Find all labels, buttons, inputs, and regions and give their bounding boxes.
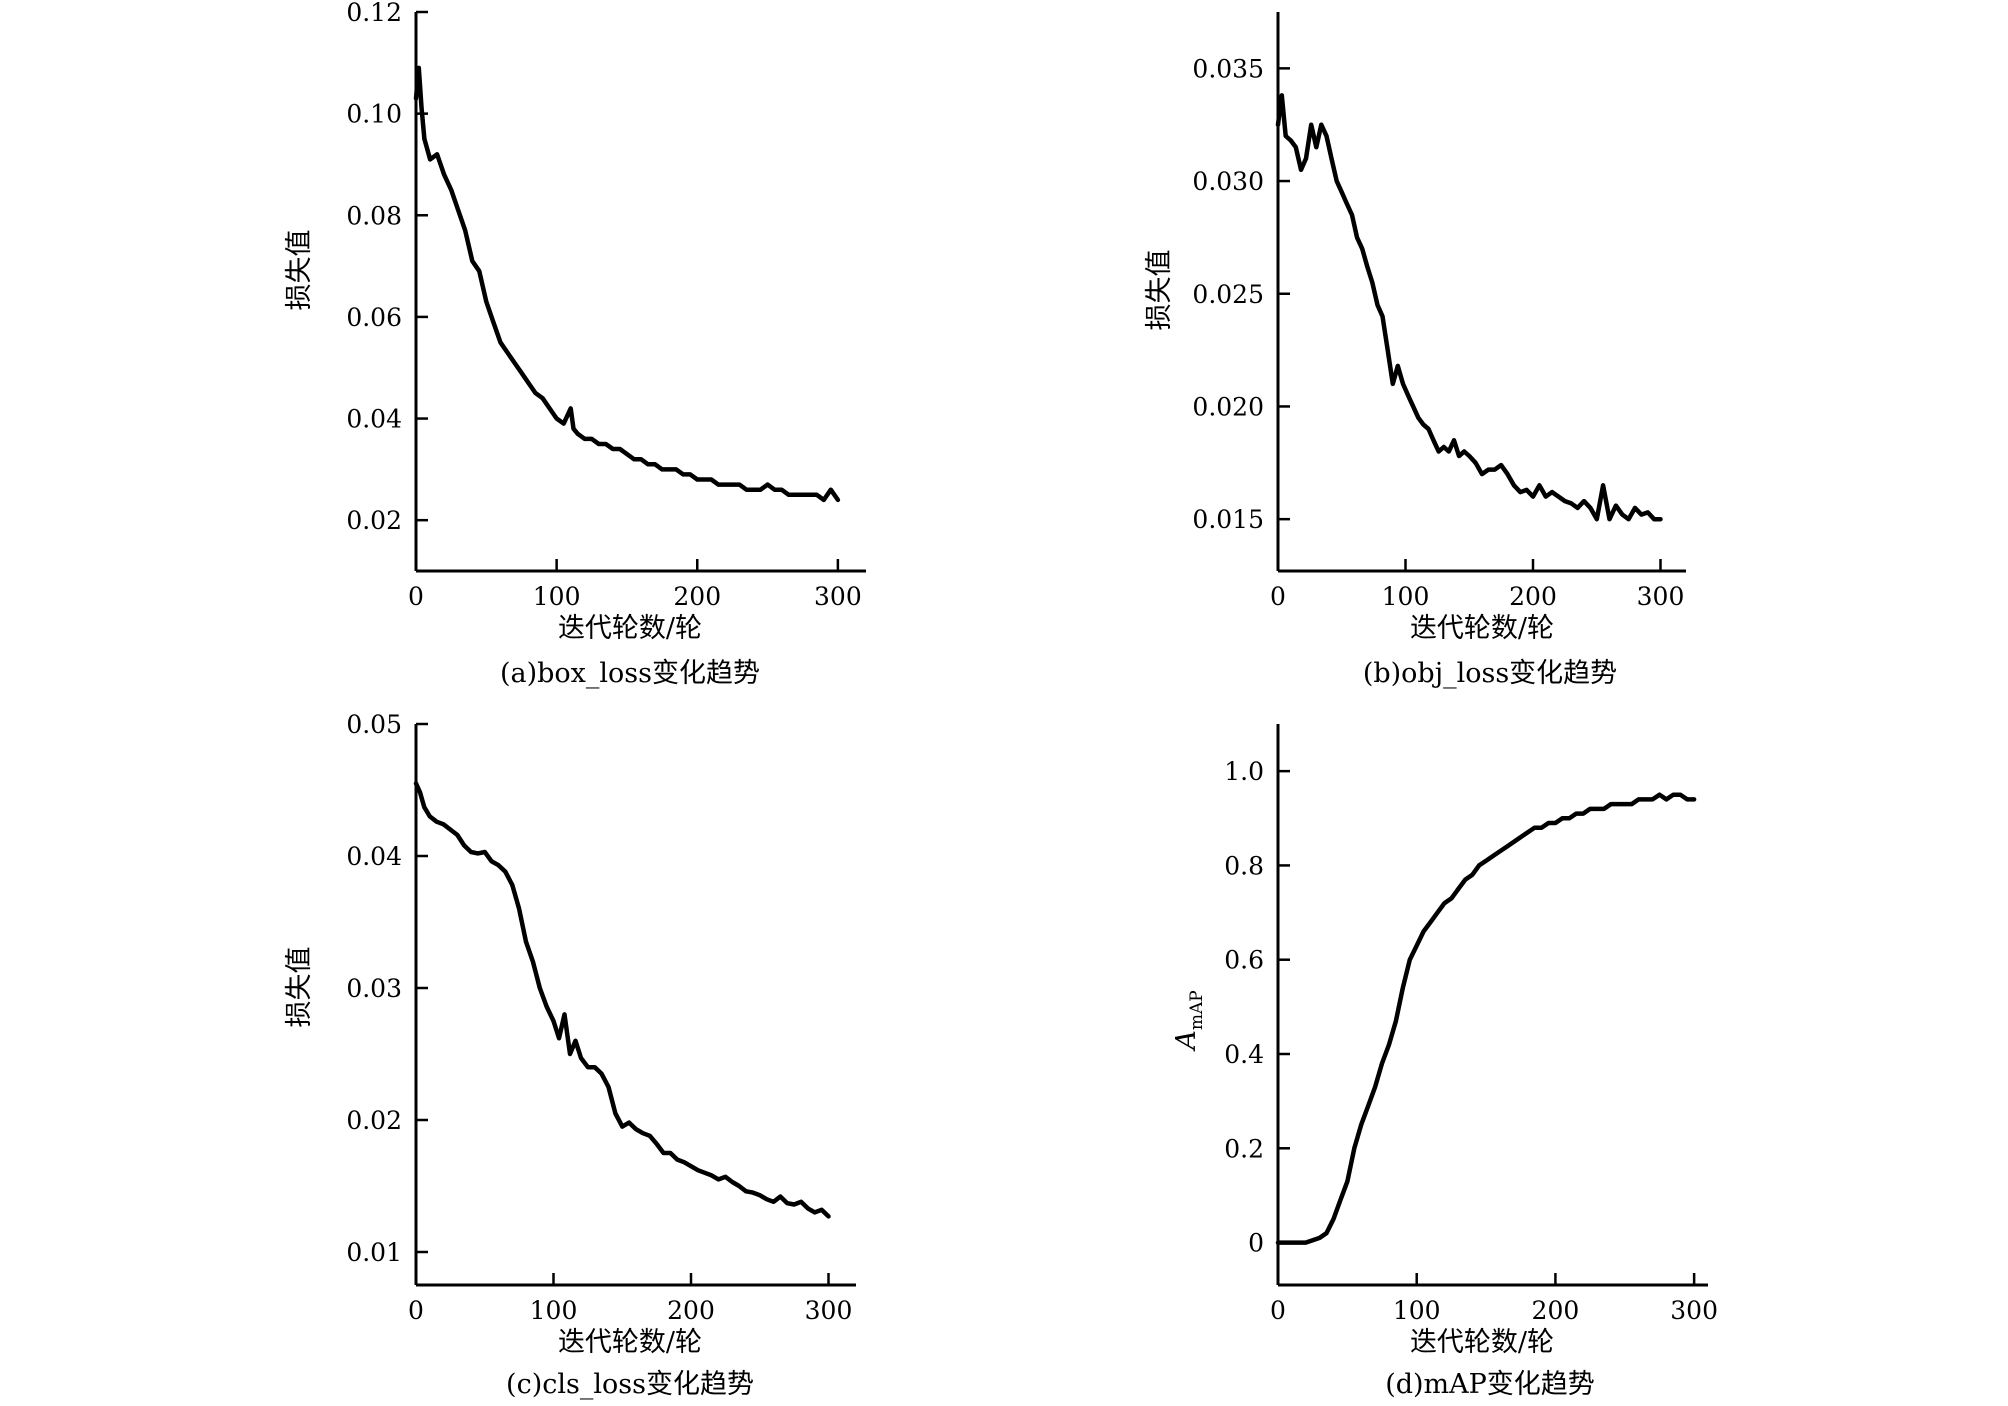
- x-tick-label: 100: [1393, 1296, 1441, 1325]
- y-tick-label: 0.030: [1192, 167, 1264, 196]
- y-tick-label: 0.025: [1192, 280, 1264, 309]
- y-axis-title: 损失值: [1144, 250, 1175, 331]
- x-tick-label: 0: [1270, 1296, 1286, 1325]
- x-tick-label: 200: [667, 1296, 715, 1325]
- chart-panel-3: 0 0.2 0.4 0.6 0.8 1.0 0 100 200 300 迭代轮数/轮 AmAP (d)m…: [1171, 724, 1718, 1400]
- x-tick-label: 300: [805, 1296, 853, 1325]
- y-axis-title: 损失值: [284, 947, 315, 1028]
- series-line: [413, 781, 831, 1219]
- x-tick-label: 0: [1270, 582, 1286, 611]
- x-tick-label: 100: [533, 582, 581, 611]
- x-tick-label: 0: [408, 582, 424, 611]
- y-tick-label: 0.6: [1224, 946, 1264, 975]
- y-tick-label: 0.06: [346, 303, 402, 332]
- x-tick-label: 300: [1670, 1296, 1718, 1325]
- x-tick-label: 300: [814, 582, 862, 611]
- chart-caption: (b)obj_loss变化趋势: [1363, 658, 1617, 689]
- y-tick-label: 0.02: [346, 1106, 402, 1135]
- y-tick-label: 0.01: [346, 1238, 402, 1267]
- x-tick-label: 200: [1532, 1296, 1580, 1325]
- y-tick-label: 1.0: [1224, 757, 1264, 786]
- y-tick-label: 0: [1248, 1229, 1264, 1258]
- x-axis-title: 迭代轮数/轮: [558, 613, 702, 644]
- y-tick-label: 0.020: [1192, 392, 1264, 421]
- y-tick-label: 0.05: [346, 710, 402, 739]
- y-tick-label: 0.4: [1224, 1040, 1264, 1069]
- x-tick-label: 300: [1637, 582, 1685, 611]
- chart-caption: (c)cls_loss变化趋势: [506, 1369, 754, 1400]
- x-axis-title: 迭代轮数/轮: [1410, 1327, 1554, 1358]
- y-tick-label: 0.015: [1192, 505, 1264, 534]
- chart-panel-1: 0.015 0.020 0.025 0.030 0.035 0 100 200 300 迭代轮数/…: [1144, 12, 1686, 689]
- x-tick-label: 200: [673, 582, 721, 611]
- y-tick-label: 0.12: [346, 0, 402, 27]
- y-tick-label: 0.03: [346, 974, 402, 1003]
- y-tick-label: 0.08: [346, 201, 402, 230]
- y-tick-label: 0.04: [346, 842, 402, 871]
- y-tick-label: 0.02: [346, 506, 402, 535]
- x-tick-label: 200: [1509, 582, 1557, 611]
- x-tick-label: 0: [408, 1296, 424, 1325]
- y-tick-label: 0.2: [1224, 1134, 1264, 1163]
- y-tick-label: 0.04: [346, 405, 402, 434]
- chart-caption: (a)box_loss变化趋势: [500, 658, 760, 689]
- series-line: [1275, 93, 1663, 522]
- x-axis-title: 迭代轮数/轮: [1410, 613, 1554, 644]
- chart-panel-2: 0.01 0.02 0.03 0.04 0.05 0 100 200 300 迭代轮数/轮 损失值 (…: [284, 710, 856, 1400]
- x-axis-title: 迭代轮数/轮: [558, 1327, 702, 1358]
- series-line: [413, 65, 841, 503]
- y-axis-title: 损失值: [284, 230, 315, 311]
- series-line: [1275, 792, 1697, 1245]
- chart-caption: (d)mAP变化趋势: [1385, 1369, 1595, 1400]
- x-tick-label: 100: [530, 1296, 578, 1325]
- y-axis-title: AmAP: [1171, 990, 1207, 1052]
- chart-panel-0: 0.02 0.04 0.06 0.08 0.10 0.12 0 100 200 300 迭代轮数/轮…: [284, 0, 866, 689]
- y-tick-label: 0.10: [346, 100, 402, 129]
- y-tick-label: 0.035: [1192, 54, 1264, 83]
- x-tick-label: 100: [1382, 582, 1430, 611]
- y-tick-label: 0.8: [1224, 851, 1264, 880]
